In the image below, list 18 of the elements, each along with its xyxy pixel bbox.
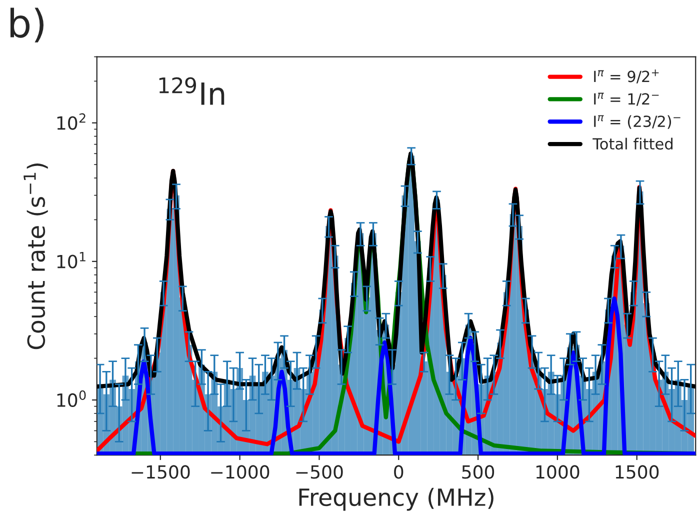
x-tick-label: −500 <box>296 465 343 479</box>
legend-label: Total fitted <box>592 138 672 150</box>
legend-label: I$^{π}$ = (23/2)$^{−}$ <box>594 115 680 129</box>
legend-label: I$^{π}$ = 9/2$^{+}$ <box>594 69 659 84</box>
x-tick-label: 1000 <box>536 465 580 479</box>
y-tick-label: 10$^{0}$ <box>57 390 86 407</box>
text: b) <box>10 8 44 42</box>
legend-label: I$^{π}$ = 1/2$^{−}$ <box>594 92 659 106</box>
y-axis-title: Count rate (s$^{−1}$) <box>24 163 48 350</box>
x-axis-title: Frequency (MHz) <box>299 488 494 511</box>
x-tick-label: 1500 <box>616 465 659 479</box>
annotation: $^{129}$In <box>159 77 224 105</box>
y-tick-label: 10$^{2}$ <box>57 113 86 130</box>
x-tick-label: 0 <box>394 465 404 479</box>
y-tick-label: 10$^{1}$ <box>57 252 86 268</box>
x-tick-label: −1500 <box>132 465 190 479</box>
x-tick-label: 500 <box>462 465 494 479</box>
x-tick-label: −1000 <box>211 465 270 479</box>
